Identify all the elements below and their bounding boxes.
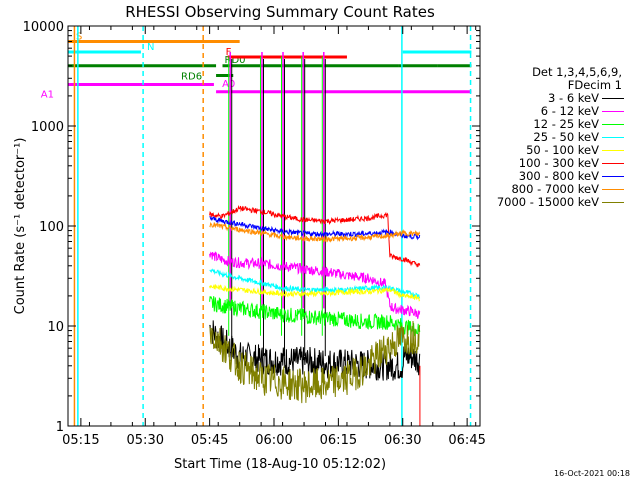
legend-item-swatch bbox=[602, 202, 624, 203]
series-line bbox=[209, 204, 421, 268]
legend-item: 100 - 300 keV bbox=[478, 157, 632, 170]
x-tick-label: 05:30 bbox=[127, 433, 164, 448]
legend-item-swatch bbox=[602, 189, 624, 190]
series-line bbox=[209, 216, 421, 241]
flag-label-rd0: RD0 bbox=[225, 55, 246, 66]
legend-item-swatch bbox=[602, 137, 624, 138]
x-tick-label: 06:30 bbox=[384, 433, 421, 448]
legend-item-label: 100 - 300 keV bbox=[518, 156, 599, 170]
chart-title: RHESSI Observing Summary Count Rates bbox=[125, 3, 435, 21]
legend-item-label: 800 - 7000 keV bbox=[511, 182, 599, 196]
series-line bbox=[209, 320, 421, 404]
y-tick-label: 10 bbox=[47, 320, 64, 335]
flag-label-f: F bbox=[226, 47, 232, 58]
series-line bbox=[209, 296, 421, 338]
legend-item-label: 6 - 12 keV bbox=[540, 104, 599, 118]
legend-header-line-1: Det 1,3,4,5,6,9, bbox=[532, 65, 622, 79]
legend-item-label: 50 - 100 keV bbox=[526, 143, 599, 157]
x-tick-label: 05:45 bbox=[191, 433, 228, 448]
legend-item-swatch bbox=[602, 176, 624, 177]
flag-label-a1: A1 bbox=[41, 90, 54, 101]
x-tick-label: 06:15 bbox=[320, 433, 357, 448]
x-axis-label: Start Time (18-Aug-10 05:12:02) bbox=[174, 457, 386, 472]
legend-item-swatch bbox=[602, 111, 624, 112]
legend: Det 1,3,4,5,6,9, FDecim 1 3 - 6 keV 6 - 1… bbox=[478, 66, 632, 209]
legend-item: 50 - 100 keV bbox=[478, 144, 632, 157]
legend-item-swatch bbox=[602, 163, 624, 164]
flag-label-n: N bbox=[147, 42, 154, 53]
legend-item: 300 - 800 keV bbox=[478, 170, 632, 183]
y-tick-label: 10000 bbox=[23, 20, 64, 35]
legend-item: 6 - 12 keV bbox=[478, 105, 632, 118]
legend-item-label: 3 - 6 keV bbox=[548, 91, 599, 105]
series-layer bbox=[209, 204, 421, 426]
legend-rows: 3 - 6 keV 6 - 12 keV 12 - 25 keV 25 - 50 ke… bbox=[478, 92, 632, 209]
axes-layer: 1 10 100 1000 10000 05:15 05:30 05:45 06:00 06:15… bbox=[23, 20, 486, 448]
series-line bbox=[209, 251, 421, 319]
timestamp: 16-Oct-2021 00:18 bbox=[554, 469, 630, 478]
legend-item-label: 25 - 50 keV bbox=[533, 130, 599, 144]
flag-label-rd6: RD6 bbox=[181, 71, 202, 82]
y-tick-label: 1 bbox=[56, 420, 64, 435]
legend-item: 7000 - 15000 keV bbox=[478, 196, 632, 209]
y-tick-label: 100 bbox=[39, 220, 64, 235]
flag-label-s: S bbox=[76, 31, 82, 42]
legend-item-label: 12 - 25 keV bbox=[533, 117, 599, 131]
y-tick-label: 1000 bbox=[31, 120, 64, 135]
x-tick-label: 05:15 bbox=[62, 433, 99, 448]
legend-item: 3 - 6 keV bbox=[478, 92, 632, 105]
legend-item-label: 7000 - 15000 keV bbox=[496, 195, 599, 209]
legend-item: 25 - 50 keV bbox=[478, 131, 632, 144]
legend-item: 12 - 25 keV bbox=[478, 118, 632, 131]
x-tick-label: 06:00 bbox=[255, 433, 292, 448]
series-line bbox=[209, 222, 421, 244]
x-tick-label: 06:45 bbox=[448, 433, 485, 448]
y-axis-label: Count Rate (s⁻¹ detector⁻¹) bbox=[13, 138, 28, 315]
legend-item-swatch bbox=[602, 150, 624, 151]
legend-item: 800 - 7000 keV bbox=[478, 183, 632, 196]
legend-item-label: 300 - 800 keV bbox=[518, 169, 599, 183]
legend-item-swatch bbox=[602, 98, 624, 99]
legend-header-line-2: FDecim 1 bbox=[567, 78, 622, 92]
legend-item-swatch bbox=[602, 124, 624, 125]
series-line bbox=[209, 284, 421, 302]
